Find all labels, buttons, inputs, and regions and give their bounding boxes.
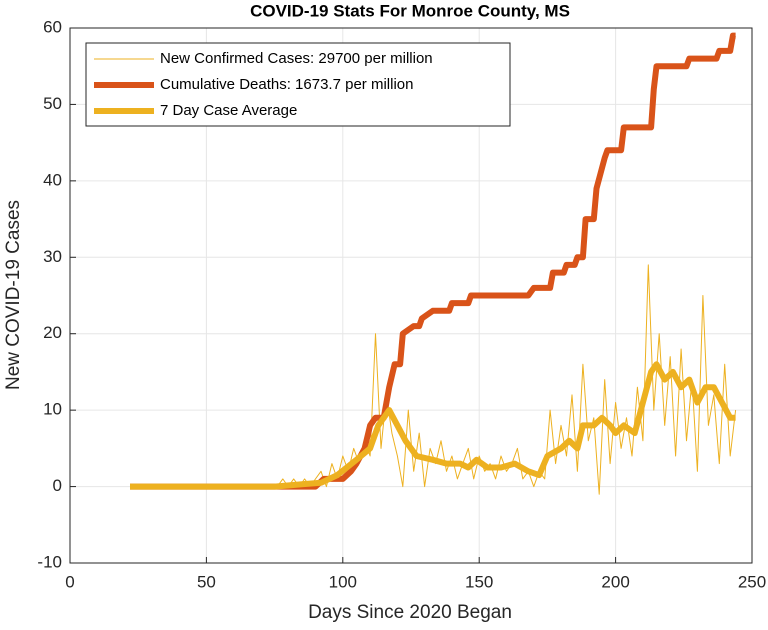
y-tick-label: 50: [43, 94, 62, 113]
x-tick-label: 250: [738, 572, 766, 591]
y-tick-label: 30: [43, 247, 62, 266]
y-tick-label: 20: [43, 323, 62, 342]
x-tick-label: 100: [329, 572, 357, 591]
legend-label: Cumulative Deaths: 1673.7 per million: [160, 76, 413, 93]
y-tick-label: -10: [37, 552, 62, 571]
y-tick-label: 40: [43, 170, 62, 189]
legend-box: [85, 42, 511, 127]
chart-title: COVID-19 Stats For Monroe County, MS: [250, 1, 570, 20]
y-tick-label: 0: [53, 476, 62, 495]
y-tick-label: 60: [43, 17, 62, 36]
series-line: [130, 32, 736, 490]
y-axis-label: New COVID-19 Cases: [3, 200, 24, 390]
legend: New Confirmed Cases: 29700 per million Cu…: [85, 42, 511, 127]
plot-frame: [69, 27, 753, 564]
legend-label: New Confirmed Cases: 29700 per million: [160, 50, 433, 67]
x-tick-label: 50: [197, 572, 216, 591]
series-line: [130, 361, 736, 490]
plot-lines: [130, 32, 737, 495]
legend-label: 7 Day Case Average: [160, 102, 297, 119]
x-tick-label: 150: [465, 572, 493, 591]
y-tick-label: 10: [43, 400, 62, 419]
x-tick-label: 200: [601, 572, 629, 591]
x-tick-label: 0: [65, 572, 74, 591]
x-axis-label: Days Since 2020 Began: [308, 602, 512, 623]
